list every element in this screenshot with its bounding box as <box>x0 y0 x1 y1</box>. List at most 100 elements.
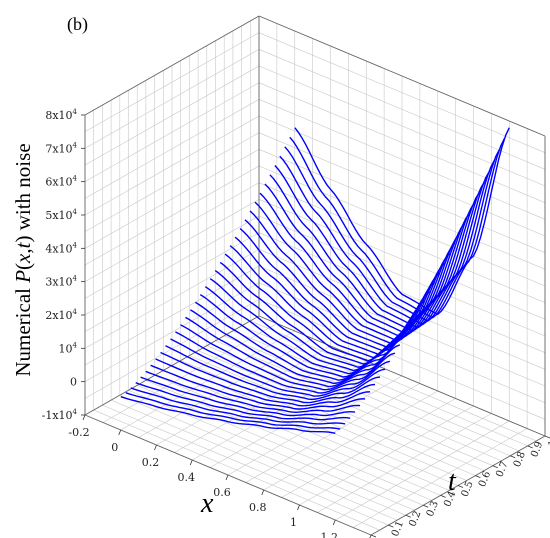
left-grid-line <box>84 99 260 199</box>
x-tick-label: 1 <box>290 516 297 529</box>
t-tick-mark <box>492 465 498 469</box>
frame-edge <box>258 15 546 137</box>
left-wall-grid <box>84 15 260 416</box>
floor-grid-line <box>137 385 424 506</box>
data-curve <box>185 316 401 388</box>
x-tick-mark <box>118 429 122 436</box>
t-tick-mark <box>457 485 464 488</box>
back-grid-line <box>258 149 546 270</box>
left-grid-line <box>84 149 260 249</box>
left-grid-line <box>84 265 260 366</box>
t-tick-label: 1 <box>547 439 550 449</box>
z-tick-label: 0 <box>70 376 77 389</box>
z-axis-ticks: -1x104 0 104 2x104 3x104 4x104 5x104 6x104 7x104… <box>42 108 85 422</box>
floor-grid-line <box>250 320 537 442</box>
floor-grid-line <box>110 399 398 521</box>
t-tick-label: 0.7 <box>494 460 510 479</box>
x-axis-title: x <box>200 488 214 519</box>
floor-grid-line <box>93 409 380 531</box>
data-curve <box>209 278 426 372</box>
data-curve <box>175 331 391 394</box>
t-tick-mark <box>388 524 394 528</box>
back-grid-line <box>258 199 546 320</box>
x-tick-mark <box>332 519 336 526</box>
back-grid-line <box>258 215 546 337</box>
t-tick-mark <box>510 455 516 459</box>
x-tick-label: 0.6 <box>213 486 231 499</box>
data-curve <box>204 286 421 375</box>
data-curve <box>269 174 486 332</box>
t-axis-ticks: 00.10.20.30.40.50.60.70.80.91 <box>370 435 550 538</box>
x-tick-mark <box>297 504 300 511</box>
x-tick-label: 1.2 <box>321 531 339 538</box>
floor-grid-line <box>189 355 476 476</box>
data-curve <box>120 396 336 434</box>
back-grid-line <box>258 82 546 203</box>
data-curves <box>120 127 510 434</box>
floor-grid-line <box>102 404 389 526</box>
data-curve <box>150 364 366 410</box>
left-grid-line <box>84 165 260 266</box>
t-tick-mark <box>527 445 533 449</box>
z-axis-title: Numerical P(x,t) with noise <box>11 143 35 376</box>
t-tick-mark <box>405 514 411 518</box>
t-tick-mark <box>370 534 377 538</box>
floor-grid-line <box>224 335 511 457</box>
t-tick-mark <box>475 475 481 478</box>
t-tick-mark <box>544 435 550 439</box>
z-tick-label: 104 <box>59 341 78 355</box>
back-grid-line <box>258 115 546 237</box>
data-curve <box>229 245 446 359</box>
t-tick-label: 0.3 <box>425 500 441 519</box>
floor-grid-line <box>163 370 450 491</box>
data-curve <box>145 370 361 414</box>
back-wall-grid <box>258 15 546 437</box>
panel-label: (b) <box>67 14 88 35</box>
data-curve <box>199 294 416 378</box>
back-grid-line <box>258 49 546 170</box>
data-curve <box>130 387 346 425</box>
left-grid-line <box>84 249 260 349</box>
data-curve <box>125 392 341 430</box>
t-tick-label: 0.6 <box>477 470 493 489</box>
data-curve <box>194 301 411 381</box>
left-grid-line <box>84 182 260 282</box>
t-tick-label: 0.9 <box>529 440 545 459</box>
data-curve <box>294 127 510 316</box>
t-tick-label: 0.8 <box>512 450 528 469</box>
t-tick-mark <box>423 504 429 508</box>
data-curve <box>165 345 381 401</box>
t-tick-label: 0.5 <box>460 480 476 499</box>
floor-grid-line <box>128 389 415 511</box>
data-curve <box>284 146 500 322</box>
x-tick-label: -0.2 <box>68 426 89 439</box>
frame-edge <box>84 15 260 116</box>
left-grid-line <box>84 232 260 332</box>
z-tick-label: 3x104 <box>45 275 77 289</box>
x-tick-mark <box>82 414 86 421</box>
z-tick-label: 2x104 <box>45 308 77 322</box>
x-tick-label: 0 <box>111 441 118 454</box>
x-tick-mark <box>189 459 193 466</box>
floor-grid-line <box>180 360 467 481</box>
left-grid-line <box>84 115 260 216</box>
left-grid-line <box>84 82 260 182</box>
floor-grid <box>84 315 546 536</box>
left-grid-line <box>84 132 260 232</box>
data-curve <box>160 351 376 404</box>
t-tick-label: 0.2 <box>407 509 423 528</box>
x-tick-label: 0.8 <box>249 501 267 514</box>
z-tick-label: 8x104 <box>45 108 77 122</box>
z-tick-label: 4x104 <box>45 241 77 255</box>
back-grid-line <box>258 249 546 370</box>
x-tick-label: 0.4 <box>178 471 196 484</box>
back-grid-line <box>258 32 546 153</box>
left-grid-line <box>84 199 260 299</box>
back-grid-line <box>258 182 546 303</box>
x-tick-mark <box>261 489 265 496</box>
left-grid-line <box>84 282 260 382</box>
back-grid-line <box>258 165 546 287</box>
t-tick-label: 0.1 <box>390 519 406 538</box>
data-curve <box>190 309 406 385</box>
